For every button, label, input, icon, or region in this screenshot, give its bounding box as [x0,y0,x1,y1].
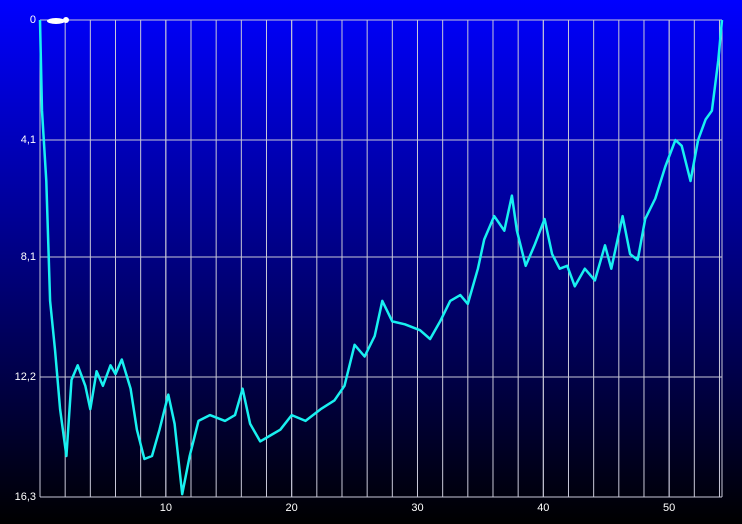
x-tick-label: 10 [160,502,172,514]
x-tick-label: 30 [411,502,423,514]
grid [39,19,723,498]
y-tick-label: 4,1 [21,134,36,146]
x-tick-label: 20 [286,502,298,514]
y-tick-label: 8,1 [21,251,36,263]
y-tick-label: 16,3 [15,491,36,503]
y-tick-label: 0 [30,14,36,26]
labels: 10 20 30 40 50 0 4,1 8,1 12,2 16,3 [15,14,676,514]
depth-line [38,19,724,496]
x-tick-label: 50 [663,502,675,514]
y-tick-label: 12,2 [15,371,36,383]
plot [38,19,724,496]
x-tick-label: 40 [537,502,549,514]
diver-icon [47,17,69,24]
